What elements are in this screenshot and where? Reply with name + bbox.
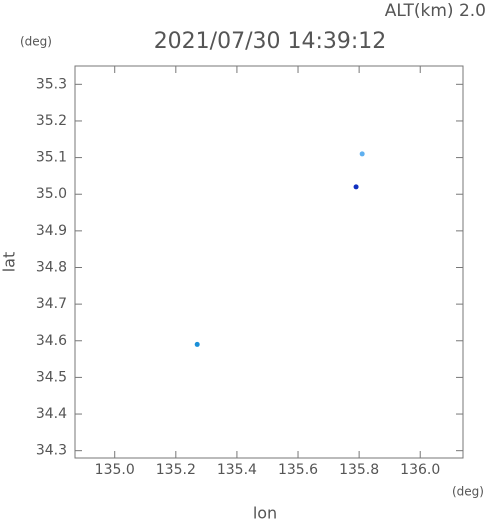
x-tick-label: 135.0 <box>95 462 135 478</box>
point <box>194 341 200 347</box>
x-tick-label: 135.8 <box>339 462 379 478</box>
y-tick-label: 35.2 <box>36 113 67 129</box>
point <box>359 151 365 157</box>
plot-frame <box>74 65 464 459</box>
x-tick-label: 135.2 <box>156 462 196 478</box>
y-unit: (deg) <box>20 35 52 49</box>
point <box>353 184 359 190</box>
x-tick-label: 135.4 <box>217 462 257 478</box>
altitude-label: ALT(km) 2.0 <box>385 1 486 21</box>
x-tick-label: 136.0 <box>400 462 440 478</box>
x-axis-label: lon <box>253 504 277 521</box>
y-tick-label: 34.3 <box>36 443 67 459</box>
y-tick-label: 35.3 <box>36 76 67 92</box>
x-unit: (deg) <box>452 485 484 499</box>
y-tick-label: 34.8 <box>36 259 67 275</box>
y-tick-label: 34.9 <box>36 223 67 239</box>
y-tick-label: 34.6 <box>36 333 67 349</box>
x-tick-label: 135.6 <box>278 462 318 478</box>
y-tick-label: 34.7 <box>36 296 67 312</box>
y-tick-label: 35.1 <box>36 150 67 166</box>
y-axis-label: lat <box>0 252 19 273</box>
chart-title: 2021/07/30 14:39:12 <box>154 29 387 54</box>
y-tick-label: 34.5 <box>36 369 67 385</box>
y-tick-label: 34.4 <box>36 406 67 422</box>
y-tick-label: 35.0 <box>36 186 67 202</box>
